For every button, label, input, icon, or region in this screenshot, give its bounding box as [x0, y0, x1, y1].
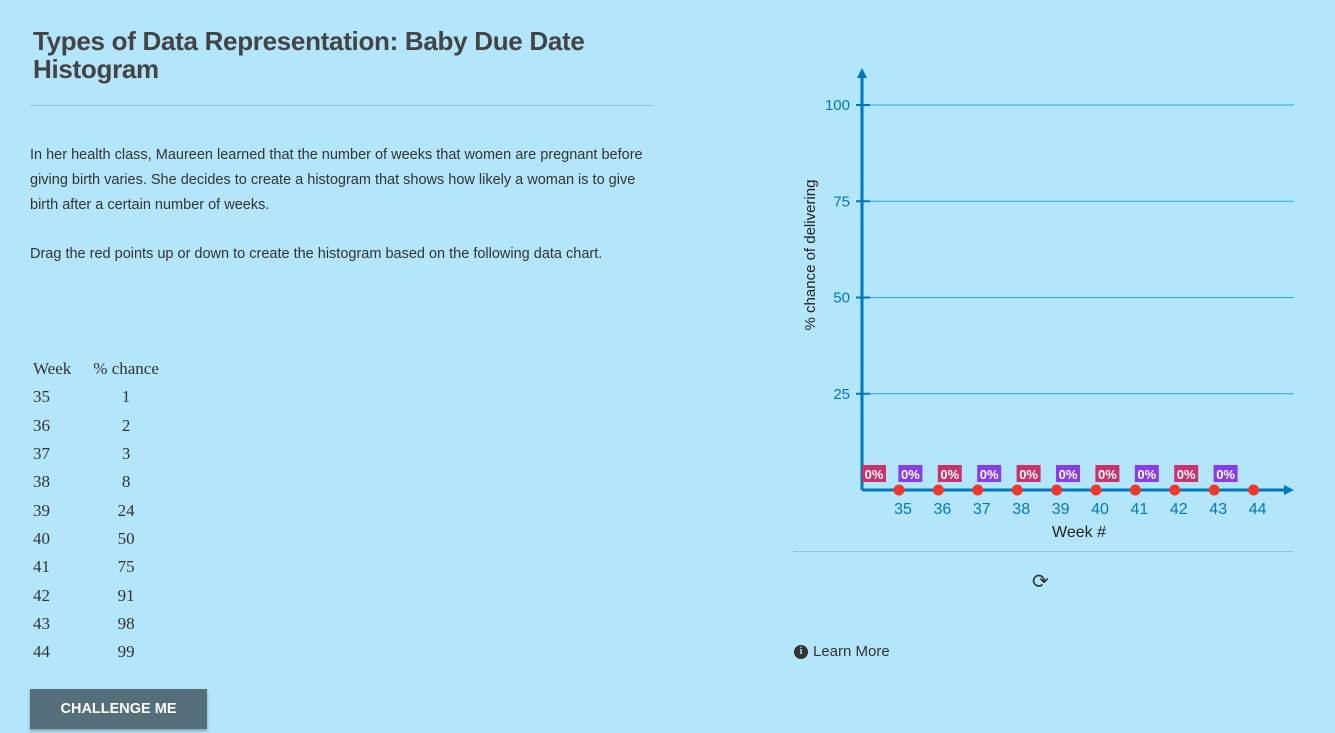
y-tick-label: 100 [825, 97, 850, 114]
drag-point[interactable] [1051, 484, 1063, 496]
x-tick-label: 40 [1091, 501, 1109, 518]
week-cell: 38 [33, 472, 50, 492]
value-label-bg [937, 465, 962, 482]
chance-cell: 99 [117, 642, 135, 662]
info-icon: i [794, 644, 808, 659]
week-cell: 37 [33, 444, 50, 464]
x-tick-label: 37 [973, 501, 991, 518]
value-label: 0% [980, 467, 999, 482]
table-row: 42 91 [33, 581, 159, 609]
x-tick-label: 39 [1052, 501, 1070, 518]
value-label-bg [898, 465, 923, 482]
value-label: 0% [1137, 467, 1156, 482]
value-label-bg [1134, 465, 1159, 482]
y-tick-label: 25 [833, 386, 850, 403]
week-cell: 42 [33, 585, 50, 605]
value-label-bg [1174, 465, 1199, 482]
x-tick-label: 44 [1249, 501, 1267, 518]
value-label-bg [862, 465, 886, 482]
y-axis-arrow-icon [857, 68, 867, 78]
table-row: 40 50 [33, 525, 159, 553]
table-row: 35 1 [33, 383, 159, 411]
value-label-bg [1213, 465, 1238, 482]
value-label-bg [1095, 465, 1120, 482]
drag-point[interactable] [1248, 484, 1260, 496]
value-label: 0% [1019, 467, 1038, 482]
value-label: 0% [901, 467, 920, 482]
value-label: 0% [1098, 467, 1117, 482]
drag-point[interactable] [1208, 484, 1220, 496]
drag-point[interactable] [1011, 484, 1023, 496]
table-row: 44 99 [33, 638, 159, 666]
table-row: 36 2 [33, 412, 159, 440]
value-label: 0% [940, 467, 959, 482]
week-cell: 39 [33, 500, 50, 520]
x-axis-arrow-icon [1284, 485, 1294, 495]
chance-cell: 3 [121, 444, 131, 464]
instructions-text: Drag the red points up or down to create… [30, 246, 603, 262]
week-cell: 41 [33, 557, 50, 577]
chance-cell: 50 [117, 528, 135, 548]
x-axis-label: Week # [1052, 524, 1106, 541]
x-tick-label: 41 [1131, 501, 1149, 518]
chance-cell: 8 [121, 472, 131, 492]
x-tick-label: 38 [1012, 501, 1030, 518]
drag-point[interactable] [1169, 484, 1181, 496]
intro-text: In her health class, Maureen learned tha… [30, 147, 643, 213]
value-label: 0% [1216, 467, 1235, 482]
table-row: 43 98 [33, 610, 159, 638]
table-row: 37 3 [33, 440, 159, 468]
table-header-week: Week [33, 359, 72, 379]
chance-cell: 1 [121, 387, 131, 407]
value-label-bg [977, 465, 1002, 482]
drag-point[interactable] [932, 484, 944, 496]
y-tick-label: 50 [833, 290, 850, 307]
week-cell: 40 [33, 528, 50, 548]
refresh-icon[interactable]: ⟳ [1032, 571, 1049, 593]
divider [30, 105, 654, 106]
chance-cell: 91 [117, 585, 135, 605]
drag-point[interactable] [1129, 484, 1141, 496]
x-tick-label: 35 [894, 501, 912, 518]
learn-more-label: Learn More [813, 643, 890, 660]
learn-more-link[interactable]: i Learn More [794, 643, 890, 660]
chance-cell: 24 [117, 500, 135, 520]
page-title: Types of Data Representation: Baby Due D… [33, 26, 585, 84]
chance-cell: 2 [121, 415, 131, 435]
week-cell: 44 [33, 642, 50, 662]
week-cell: 36 [33, 415, 50, 435]
divider [793, 551, 1293, 552]
week-cell: 35 [33, 387, 50, 407]
x-tick-label: 43 [1209, 501, 1227, 518]
y-axis-label: % chance of delivering [802, 180, 819, 331]
value-label-bg [1056, 465, 1080, 482]
table-row: 41 75 [33, 553, 159, 581]
table-row: 39 24 [33, 496, 159, 524]
x-tick-label: 42 [1170, 501, 1188, 518]
drag-point[interactable] [972, 484, 984, 496]
x-tick-label: 36 [934, 501, 952, 518]
table-header-chance: % chance [93, 359, 159, 379]
table-row: 38 8 [33, 468, 159, 496]
value-label: 0% [1177, 467, 1196, 482]
chance-cell: 98 [117, 613, 135, 633]
value-label: 0% [1059, 467, 1078, 482]
chance-cell: 75 [117, 557, 135, 577]
value-label: 0% [865, 467, 884, 482]
value-label-bg [1016, 465, 1041, 482]
drag-point[interactable] [893, 484, 905, 496]
data-table: Week % chance 35 1 36 2 37 3 38 8 39 24 40 50 41 75 42… [33, 355, 159, 666]
y-tick-label: 75 [833, 193, 850, 210]
week-cell: 43 [33, 613, 50, 633]
drag-point[interactable] [1090, 484, 1102, 496]
challenge-me-button[interactable]: CHALLENGE ME [30, 689, 207, 729]
